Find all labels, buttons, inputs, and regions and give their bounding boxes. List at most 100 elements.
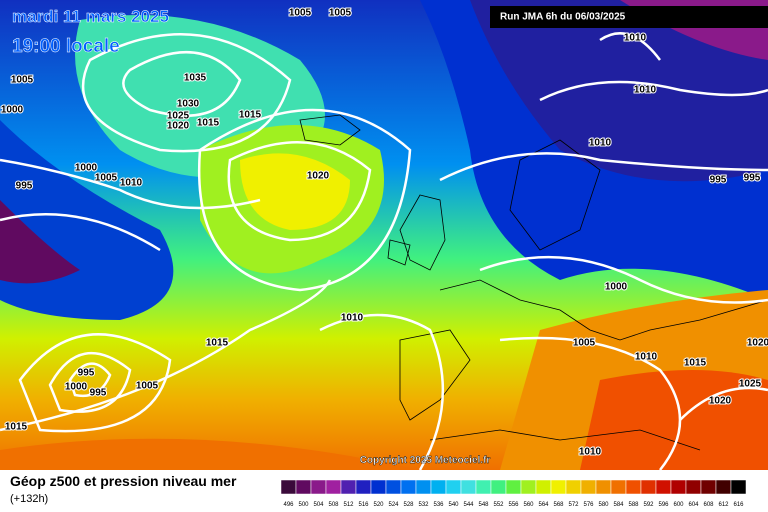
isobar-label: 1010 (341, 313, 364, 324)
run-box (490, 6, 768, 28)
isobar-label: 1015 (197, 118, 220, 129)
isobar-label: 1025 (167, 111, 190, 122)
isobar-label: 1000 (1, 105, 24, 116)
scale-swatch (400, 479, 417, 495)
scale-label: 576 (583, 502, 594, 508)
isobar-label: 1005 (289, 8, 312, 19)
scale-label: 572 (568, 502, 579, 508)
coastlines (299, 114, 768, 451)
scale-swatch (685, 479, 702, 495)
scale-label: 600 (673, 502, 684, 508)
scale-swatch (520, 479, 537, 495)
isobar-label: 1005 (11, 75, 34, 86)
run-info: Run JMA 6h du 06/03/2025 (500, 12, 626, 23)
scale-swatch (670, 479, 687, 495)
scale-label: 596 (658, 502, 669, 508)
isobar-label: 1020 (307, 171, 330, 182)
isobar-label: 995 (78, 368, 95, 379)
scale-swatch (700, 479, 717, 495)
scale-swatch (535, 479, 552, 495)
isobar-label: 1005 (329, 8, 352, 19)
scale-label: 536 (433, 502, 444, 508)
isobars (0, 32, 768, 471)
scale-swatch (340, 479, 357, 495)
legend-title: Géop z500 et pression niveau mer (10, 473, 237, 489)
scale-label: 516 (358, 502, 369, 508)
scale-swatch (595, 479, 612, 495)
isobar-label: 1020 (747, 338, 768, 349)
scale-label: 592 (643, 502, 654, 508)
isobar-label: 1000 (605, 282, 628, 293)
scale-label: 604 (688, 502, 699, 508)
isobar-label: 995 (744, 173, 761, 184)
isobar-label: 1020 (167, 121, 190, 132)
map-field (0, 0, 768, 470)
isobar-label: 1030 (177, 99, 200, 110)
color-scale: 496 500 504 508 512 516 520 524 528 532 536 540 544 5… (280, 479, 747, 508)
scale-swatch (280, 479, 297, 495)
isobar-label: 1015 (5, 422, 28, 433)
copyright: Copyright 2025 Meteociel.fr (360, 455, 491, 466)
isobar-label: 1015 (684, 358, 707, 369)
scale-label: 508 (328, 502, 339, 508)
map-date: mardi 11 mars 2025 (12, 7, 169, 26)
scale-label: 552 (493, 502, 504, 508)
scale-label: 580 (598, 502, 609, 508)
scale-label: 524 (388, 502, 399, 508)
scale-swatch (460, 479, 477, 495)
scale-swatch (490, 479, 507, 495)
isobar-label: 1035 (184, 73, 207, 84)
scale-label: 568 (553, 502, 564, 508)
scale-swatch (550, 479, 567, 495)
isobar-label: 1025 (739, 379, 762, 390)
isobar-label: 995 (16, 181, 33, 192)
scale-swatch (640, 479, 657, 495)
scale-label: 616 (733, 502, 744, 508)
scale-label: 512 (343, 502, 354, 508)
scale-swatch (580, 479, 597, 495)
scale-swatch (565, 479, 582, 495)
scale-label: 584 (613, 502, 624, 508)
scale-swatch (385, 479, 402, 495)
scale-label: 520 (373, 502, 384, 508)
isobar-label: 1015 (206, 338, 229, 349)
isobar-label: 1005 (573, 338, 596, 349)
scale-label: 540 (448, 502, 459, 508)
isobar-label: 1020 (709, 396, 732, 407)
scale-label: 496 (283, 502, 294, 508)
scale-swatch (610, 479, 627, 495)
scale-swatch (475, 479, 492, 495)
isobar-label: 1005 (136, 381, 159, 392)
scale-label: 588 (628, 502, 639, 508)
scale-swatch (325, 479, 342, 495)
scale-swatch (445, 479, 462, 495)
scale-swatch (505, 479, 522, 495)
scale-label: 500 (298, 502, 309, 508)
isobar-label: 1010 (589, 138, 612, 149)
scale-swatch (310, 479, 327, 495)
lead-time: (+132h) (10, 493, 48, 505)
isobar-label: 1010 (634, 85, 657, 96)
scale-label: 532 (418, 502, 429, 508)
scale-label: 548 (478, 502, 489, 508)
scale-swatch (430, 479, 447, 495)
isobar-label: 995 (710, 175, 727, 186)
scale-label: 560 (523, 502, 534, 508)
scale-label: 556 (508, 502, 519, 508)
scale-label: 608 (703, 502, 714, 508)
isobar-label: 1010 (579, 447, 602, 458)
scale-swatch (625, 479, 642, 495)
scale-label: 612 (718, 502, 729, 508)
isobar-label: 995 (90, 388, 107, 399)
scale-label: 544 (463, 502, 474, 508)
scale-swatch (295, 479, 312, 495)
scale-swatch (715, 479, 732, 495)
isobar-label: 1015 (239, 110, 262, 121)
scale-swatch (730, 479, 747, 495)
scale-swatch (655, 479, 672, 495)
isobar-label: 1005 (95, 173, 118, 184)
scale-swatch (370, 479, 387, 495)
scale-swatch (355, 479, 372, 495)
